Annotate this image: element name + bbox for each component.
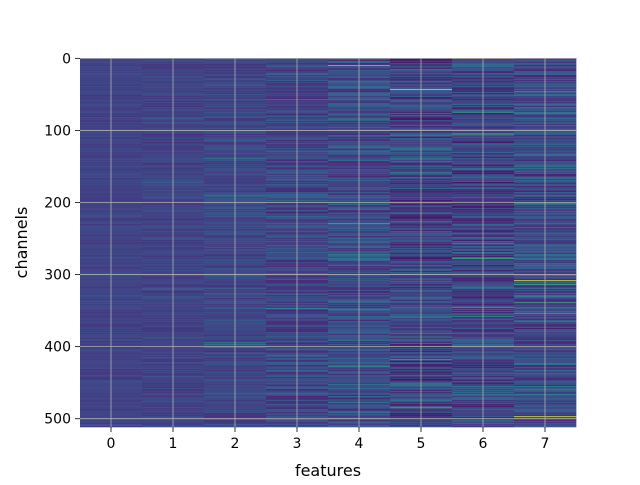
y-axis-label: channels <box>12 207 31 279</box>
grid-lines <box>80 57 576 427</box>
y-tick-label: 400 <box>44 340 71 356</box>
y-tick-label: 300 <box>44 268 71 284</box>
y-axis-ticks: 0 100 200 300 400 500 <box>44 51 80 428</box>
x-tick-label: 2 <box>231 436 240 452</box>
y-tick-label: 100 <box>44 123 71 139</box>
y-tick-label: 200 <box>44 196 71 212</box>
x-tick-label: 6 <box>479 436 488 452</box>
y-tick-label: 500 <box>44 412 71 428</box>
x-tick-label: 1 <box>169 436 178 452</box>
x-axis-ticks: 0 1 2 3 4 5 6 7 <box>107 427 550 452</box>
x-tick-label: 7 <box>541 436 550 452</box>
y-tick-label: 0 <box>62 51 71 67</box>
x-tick-label: 5 <box>417 436 426 452</box>
x-tick-label: 4 <box>355 436 364 452</box>
x-tick-label: 0 <box>107 436 116 452</box>
x-axis-label: features <box>295 461 361 480</box>
x-tick-label: 3 <box>293 436 302 452</box>
heatmap-cells <box>80 58 577 428</box>
